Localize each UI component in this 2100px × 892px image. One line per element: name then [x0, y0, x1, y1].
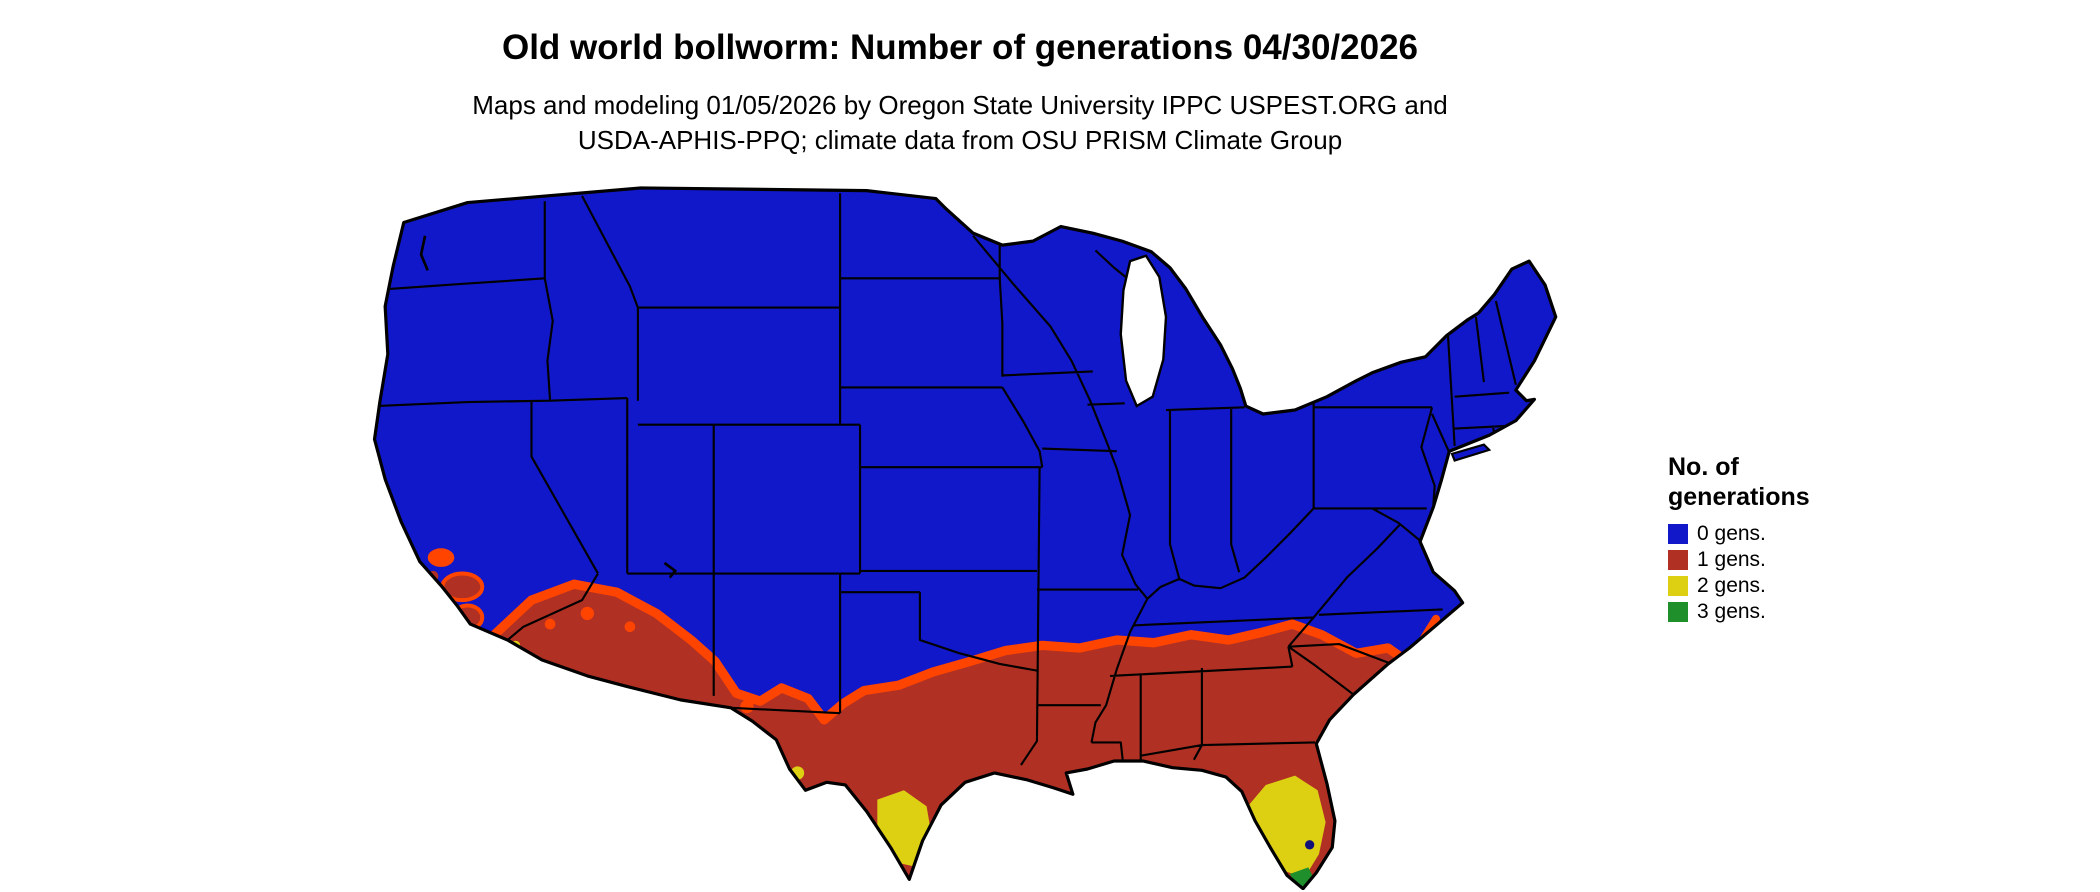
legend-item: 0 gens. [1668, 521, 1810, 547]
legend-item-label: 1 gens. [1697, 548, 1766, 571]
puget-sound [419, 235, 429, 271]
map-title: Old world bollworm: Number of generation… [501, 28, 1419, 67]
lake-michigan [1119, 254, 1168, 408]
zone-transition-speck-arizona-3 [544, 618, 556, 630]
zone-transition-speck-arizona-2 [624, 621, 636, 633]
map-subtitle-line2: USDA-APHIS-PPQ; climate data from OSU PR… [577, 125, 1343, 155]
state-borders-layer [377, 193, 1517, 767]
legend-items: 0 gens. 1 gens. 2 gens. 3 gens. [1668, 521, 1810, 625]
legend-title-line1: No. of [1668, 453, 1739, 481]
map-subtitle-line1: Maps and modeling 01/05/2026 by Oregon S… [472, 90, 1448, 120]
zone-transition-edge [486, 579, 1412, 725]
lake-powell [663, 561, 678, 579]
legend-swatch [1668, 524, 1688, 544]
legend-item: 1 gens. [1668, 547, 1810, 573]
lake-okeechobee [1304, 840, 1315, 850]
long-island [1450, 443, 1492, 462]
zone-transition-speck-el-paso [740, 699, 754, 714]
us-generations-map [372, 186, 1558, 890]
zone-3-florida-keys [1269, 885, 1295, 889]
legend-swatch [1668, 602, 1688, 622]
zone-2-region-central-florida [1244, 775, 1326, 879]
legend: No. of generations 0 gens. 1 gens. 2 gens.… [1668, 452, 1810, 625]
legend-swatch [1668, 550, 1688, 570]
legend-swatch [1668, 576, 1688, 596]
state-borders [377, 193, 1517, 767]
legend-item-label: 2 gens. [1697, 574, 1766, 597]
legend-item-label: 3 gens. [1697, 600, 1766, 623]
map-area [308, 172, 1585, 890]
map-header: Old world bollworm: Number of generation… [0, 0, 1920, 158]
us-outline [372, 186, 1558, 890]
legend-title: No. of generations [1668, 452, 1810, 512]
legend-title-line2: generations [1668, 483, 1810, 511]
legend-item: 3 gens. [1668, 599, 1810, 625]
zone-transition-speck-arizona-1 [580, 606, 594, 621]
legend-item: 2 gens. [1668, 573, 1810, 599]
legend-item-label: 0 gens. [1697, 522, 1766, 545]
zone-1-patch-california-valley [427, 548, 455, 567]
